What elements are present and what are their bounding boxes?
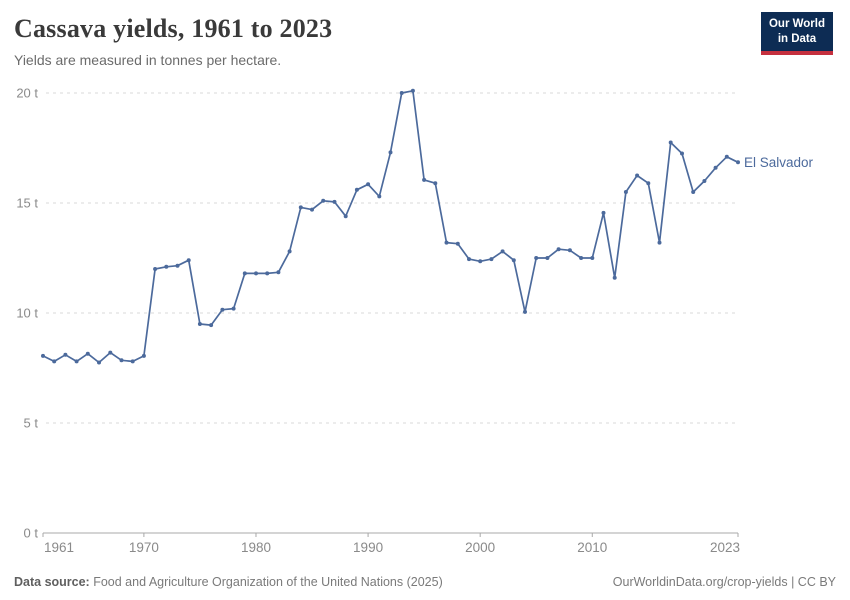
chart-subtitle: Yields are measured in tonnes per hectar… <box>14 52 282 68</box>
x-axis-label: 2023 <box>710 540 740 555</box>
data-point-marker[interactable] <box>410 88 415 93</box>
data-point-marker[interactable] <box>153 267 158 271</box>
data-point-marker[interactable] <box>265 271 270 276</box>
y-axis-label: 0 t <box>24 526 39 541</box>
x-axis-label: 2010 <box>577 540 607 555</box>
chart-title: Cassava yields, 1961 to 2023 <box>14 14 333 43</box>
entity-label[interactable]: El Salvador <box>744 155 814 170</box>
y-axis-label: 10 t <box>16 306 38 321</box>
x-axis-label: 1980 <box>241 540 271 555</box>
data-point-marker[interactable] <box>242 271 247 276</box>
data-point-marker[interactable] <box>85 351 90 356</box>
data-point-marker[interactable] <box>197 322 202 326</box>
y-axis-label: 20 t <box>16 86 38 101</box>
data-point-marker[interactable] <box>298 205 303 210</box>
data-point-marker[interactable] <box>287 249 292 254</box>
data-point-marker[interactable] <box>422 177 427 182</box>
data-point-marker[interactable] <box>321 198 326 203</box>
data-point-marker[interactable] <box>164 264 169 269</box>
data-point-marker[interactable] <box>724 154 729 159</box>
x-axis-label: 1990 <box>353 540 383 555</box>
data-source-text: Food and Agriculture Organization of the… <box>93 575 443 589</box>
data-point-marker[interactable] <box>366 182 371 187</box>
data-source-line: Data source: Food and Agriculture Organi… <box>14 575 443 589</box>
data-point-marker[interactable] <box>254 271 258 276</box>
data-point-marker[interactable] <box>702 179 707 183</box>
data-point-marker[interactable] <box>433 181 438 186</box>
data-point-marker[interactable] <box>444 240 449 245</box>
owid-logo[interactable]: Our World in Data <box>760 12 833 55</box>
x-axis-label: 1970 <box>129 540 159 555</box>
data-point-marker[interactable] <box>680 151 684 156</box>
data-point-marker[interactable] <box>657 240 662 245</box>
data-point-marker[interactable] <box>467 257 471 262</box>
data-point-marker[interactable] <box>455 241 460 246</box>
data-point-marker[interactable] <box>556 247 561 252</box>
data-point-marker[interactable] <box>63 352 68 357</box>
data-point-marker[interactable] <box>310 207 314 212</box>
data-point-marker[interactable] <box>612 275 617 280</box>
data-point-marker[interactable] <box>108 350 113 355</box>
chart-footer: Data source: Food and Agriculture Organi… <box>14 575 836 589</box>
license-link[interactable]: OurWorldinData.org/crop-yields | CC BY <box>612 575 836 589</box>
y-axis-label: 15 t <box>16 196 38 211</box>
data-point-marker[interactable] <box>119 358 124 363</box>
owid-logo-line1: Our World <box>768 18 825 30</box>
data-point-marker[interactable] <box>545 256 550 260</box>
data-point-marker[interactable] <box>52 359 57 364</box>
data-point-marker[interactable] <box>276 270 281 275</box>
y-axis-label: 5 t <box>24 416 39 431</box>
data-point-marker[interactable] <box>343 214 348 219</box>
chart-header: Cassava yields, 1961 to 2023 Yields are … <box>14 14 332 68</box>
data-point-marker[interactable] <box>332 199 337 204</box>
data-point-marker[interactable] <box>97 360 101 365</box>
owid-logo-line2: in Data <box>777 32 817 45</box>
data-point-marker[interactable] <box>41 353 45 358</box>
data-point-marker[interactable] <box>511 258 516 263</box>
data-point-marker[interactable] <box>399 91 404 95</box>
data-point-marker[interactable] <box>74 359 79 364</box>
data-point-marker[interactable] <box>354 187 359 192</box>
data-source-label: Data source: <box>14 575 90 589</box>
data-point-marker[interactable] <box>713 165 718 170</box>
data-point-marker[interactable] <box>534 256 539 260</box>
data-point-marker[interactable] <box>175 263 180 268</box>
data-point-marker[interactable] <box>523 309 527 314</box>
x-axis-label: 2000 <box>465 540 495 555</box>
data-point-marker[interactable] <box>500 249 505 254</box>
data-point-marker[interactable] <box>186 258 191 263</box>
data-point-marker[interactable] <box>567 248 572 253</box>
series-line[interactable] <box>42 89 739 364</box>
data-point-marker[interactable] <box>489 257 494 262</box>
data-point-marker[interactable] <box>646 181 651 186</box>
data-point-marker[interactable] <box>623 190 628 194</box>
data-point-marker[interactable] <box>691 190 696 194</box>
data-point-marker[interactable] <box>736 160 740 165</box>
data-point-marker[interactable] <box>377 194 382 199</box>
data-point-marker[interactable] <box>220 307 225 312</box>
data-point-marker[interactable] <box>601 210 606 215</box>
x-axis-label: 1961 <box>44 540 74 555</box>
data-point-marker[interactable] <box>635 173 640 178</box>
data-point-marker[interactable] <box>209 323 214 328</box>
data-point-marker[interactable] <box>388 150 393 155</box>
data-point-marker[interactable] <box>668 140 673 145</box>
data-point-marker[interactable] <box>590 256 595 260</box>
data-point-marker[interactable] <box>130 359 135 364</box>
data-point-marker[interactable] <box>478 259 483 264</box>
data-point-marker[interactable] <box>579 256 584 260</box>
data-point-marker[interactable] <box>141 353 146 358</box>
data-point-marker[interactable] <box>231 306 236 311</box>
